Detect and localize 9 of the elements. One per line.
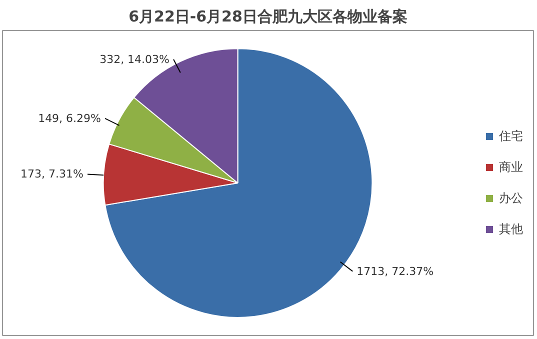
data-label: 332, 14.03% — [100, 52, 170, 66]
legend-label: 其他 — [499, 220, 523, 238]
data-label: 173, 7.31% — [20, 168, 84, 181]
legend-label: 商业 — [499, 158, 523, 176]
legend-label: 住宅 — [499, 128, 523, 144]
legend-label: 办公 — [499, 190, 523, 206]
data-label: 149, 6.29% — [38, 112, 102, 125]
chart-title: 6月22日-6月28日合肥九大区各物业备案 — [128, 8, 408, 26]
data-label: 1713, 72.37% — [356, 264, 434, 278]
